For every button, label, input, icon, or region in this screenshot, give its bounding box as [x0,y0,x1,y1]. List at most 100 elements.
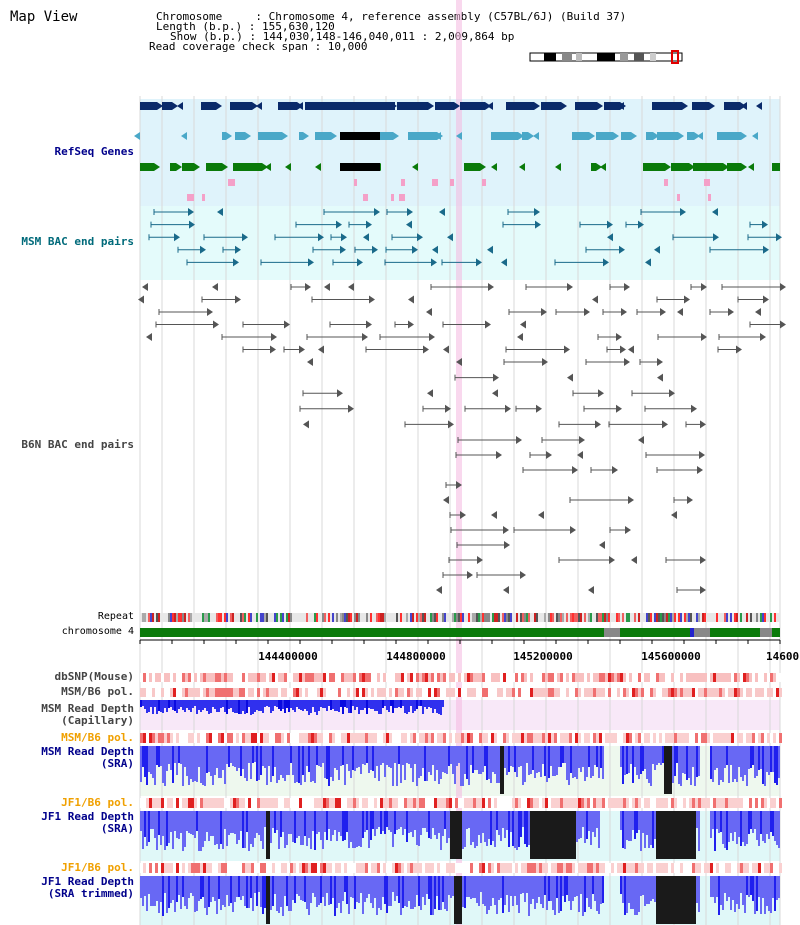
feature-arrow[interactable] [245,132,251,140]
feature-arrow[interactable] [607,220,613,229]
feature-arrow[interactable] [407,208,413,216]
feature-arrow[interactable] [700,586,706,594]
feature-arrow[interactable] [181,132,187,140]
feature-arrow[interactable] [618,102,624,110]
feature-arrow[interactable] [491,511,497,519]
b6n-bac-label[interactable]: B6N BAC end pairs [21,438,134,451]
feature-arrow[interactable] [207,308,213,316]
feature-arrow[interactable] [728,308,734,316]
feature-arrow[interactable] [315,163,321,171]
feature-arrow[interactable] [485,320,491,329]
feature-arrow[interactable] [600,163,606,171]
feature-arrow[interactable] [200,245,206,254]
feature-arrow[interactable] [628,496,634,504]
feature-arrow[interactable] [428,102,434,110]
feature-arrow[interactable] [736,345,742,354]
feature-arrow[interactable] [491,163,497,171]
feature-arrow[interactable] [700,420,706,429]
feature-arrow[interactable] [439,208,445,216]
feature-arrow[interactable] [677,308,683,316]
feature-arrow[interactable] [755,308,761,316]
jf1-depth-sra-label[interactable]: JF1 Read Depth (SRA) [41,810,134,835]
feature-arrow[interactable] [369,295,375,304]
msm-depth-capillary-label[interactable]: MSM Read Depth (Capillary) [41,702,134,727]
feature-arrow[interactable] [426,308,432,316]
feature-arrow[interactable] [776,233,782,242]
feature-arrow[interactable] [519,163,525,171]
feature-arrow[interactable] [189,220,195,229]
feature-arrow[interactable] [436,586,442,594]
feature-arrow[interactable] [671,511,677,519]
feature-arrow[interactable] [756,102,762,110]
feature-arrow[interactable] [270,345,276,354]
feature-arrow[interactable] [741,102,747,110]
feature-arrow[interactable] [518,132,524,140]
feature-arrow[interactable] [417,233,423,242]
feature-arrow[interactable] [177,102,183,110]
feature-arrow[interactable] [609,556,615,564]
feature-arrow[interactable] [528,132,534,140]
feature-arrow[interactable] [435,132,441,140]
feature-arrow[interactable] [517,333,523,341]
feature-arrow[interactable] [374,208,380,216]
feature-arrow[interactable] [701,283,707,291]
feature-arrow[interactable] [665,163,671,171]
feature-arrow[interactable] [194,163,200,171]
feature-arrow[interactable] [447,233,453,242]
feature-arrow[interactable] [476,258,482,267]
feature-arrow[interactable] [427,389,433,398]
feature-arrow[interactable] [303,420,309,429]
feature-arrow[interactable] [763,295,769,304]
feature-arrow[interactable] [760,333,766,341]
feature-arrow[interactable] [682,102,688,110]
feature-arrow[interactable] [357,258,363,267]
jf1-depth-trim-label[interactable]: JF1 Read Depth (SRA trimmed) [41,875,134,900]
feature-arrow[interactable] [662,420,668,429]
feature-arrow[interactable] [595,420,601,429]
feature-arrow[interactable] [454,102,460,110]
feature-arrow[interactable] [638,436,644,444]
feature-arrow[interactable] [456,481,462,489]
feature-arrow[interactable] [285,163,291,171]
feature-arrow[interactable] [252,102,258,110]
feature-arrow[interactable] [154,163,160,171]
feature-arrow[interactable] [700,556,706,564]
feature-arrow[interactable] [619,245,625,254]
feature-arrow[interactable] [561,102,567,110]
feature-arrow[interactable] [669,389,675,398]
feature-arrow[interactable] [689,163,695,171]
feature-arrow[interactable] [505,404,511,413]
feature-arrow[interactable] [597,102,603,110]
feature-arrow[interactable] [504,541,510,549]
feature-arrow[interactable] [331,132,337,140]
feature-arrow[interactable] [638,220,644,229]
feature-arrow[interactable] [213,320,219,329]
feature-arrow[interactable] [477,556,483,564]
jf1-b6-pol-label[interactable]: JF1/B6 pol. [61,796,134,809]
feature-arrow[interactable] [366,320,372,329]
selection-highlight[interactable] [456,0,462,925]
feature-arrow[interactable] [520,320,526,329]
feature-arrow[interactable] [741,132,747,140]
feature-arrow[interactable] [443,496,449,504]
feature-arrow[interactable] [534,102,540,110]
feature-arrow[interactable] [406,220,412,229]
feature-arrow[interactable] [226,132,232,140]
feature-arrow[interactable] [598,389,604,398]
feature-arrow[interactable] [467,571,473,579]
feature-arrow[interactable] [541,308,547,316]
feature-arrow[interactable] [412,245,418,254]
feature-arrow[interactable] [299,345,305,354]
feature-arrow[interactable] [572,466,578,474]
feature-arrow[interactable] [146,333,152,341]
feature-arrow[interactable] [534,208,540,216]
feature-arrow[interactable] [503,586,509,594]
feature-arrow[interactable] [134,132,140,140]
feature-arrow[interactable] [235,245,241,254]
feature-arrow[interactable] [460,511,466,519]
feature-arrow[interactable] [691,404,697,413]
feature-arrow[interactable] [723,163,729,171]
feature-arrow[interactable] [620,345,626,354]
msm-depth-sra-label[interactable]: MSM Read Depth (SRA) [41,745,134,770]
feature-arrow[interactable] [212,283,218,291]
